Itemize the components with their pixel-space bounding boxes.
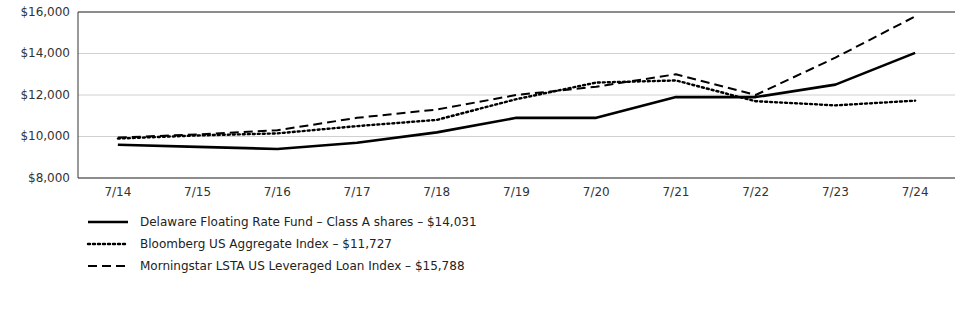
x-tick-label: 7/21 bbox=[662, 185, 689, 199]
grid-line bbox=[78, 53, 955, 54]
x-axis-line bbox=[78, 178, 955, 179]
x-tick-label: 7/19 bbox=[503, 185, 530, 199]
lines bbox=[118, 16, 915, 149]
grid-line bbox=[78, 95, 955, 96]
chart: $8,000$10,000$12,000$14,000$16,0007/147/… bbox=[0, 0, 975, 314]
x-tick-label: 7/23 bbox=[822, 185, 849, 199]
grid-line bbox=[78, 12, 955, 13]
series-line bbox=[118, 53, 915, 149]
y-tick-label: $14,000 bbox=[20, 46, 70, 60]
x-tick-labels: 7/14 7/15 7/16 7/17 7/18 7/19 7/20 7/21 7/22 7/23… bbox=[104, 185, 928, 199]
x-tick-label: 7/24 bbox=[902, 185, 929, 199]
legend-label: Bloomberg US Aggregate Index – $11,727 bbox=[140, 237, 392, 251]
x-tick-label: 7/16 bbox=[264, 185, 291, 199]
grid-line bbox=[78, 178, 955, 179]
legend-swatch bbox=[88, 243, 128, 245]
y-tick-labels: $8,000 $10,000 $12,000 $14,000 $16,000 bbox=[20, 5, 70, 185]
y-tick-label: $16,000 bbox=[20, 5, 70, 19]
y-axis-line bbox=[78, 12, 79, 178]
legend-swatch bbox=[88, 265, 128, 267]
y-tick-label: $10,000 bbox=[20, 129, 70, 143]
series-line bbox=[118, 16, 915, 137]
x-tick-label: 7/22 bbox=[742, 185, 769, 199]
x-tick-label: 7/15 bbox=[184, 185, 211, 199]
legend-label: Morningstar LSTA US Leveraged Loan Index… bbox=[140, 259, 465, 273]
x-tick-label: 7/20 bbox=[583, 185, 610, 199]
x-tick-label: 7/18 bbox=[423, 185, 450, 199]
legend-label: Delaware Floating Rate Fund – Class A sh… bbox=[140, 215, 477, 229]
legend: Delaware Floating Rate Fund – Class A sh… bbox=[88, 215, 477, 273]
series-line bbox=[118, 80, 915, 138]
x-tick-label: 7/17 bbox=[344, 185, 371, 199]
y-grid bbox=[78, 12, 955, 178]
x-tick-label: 7/14 bbox=[104, 185, 131, 199]
top-frame-line bbox=[78, 12, 955, 13]
y-tick-label: $8,000 bbox=[28, 171, 70, 185]
y-tick-label: $12,000 bbox=[20, 88, 70, 102]
legend-swatch bbox=[88, 221, 128, 224]
